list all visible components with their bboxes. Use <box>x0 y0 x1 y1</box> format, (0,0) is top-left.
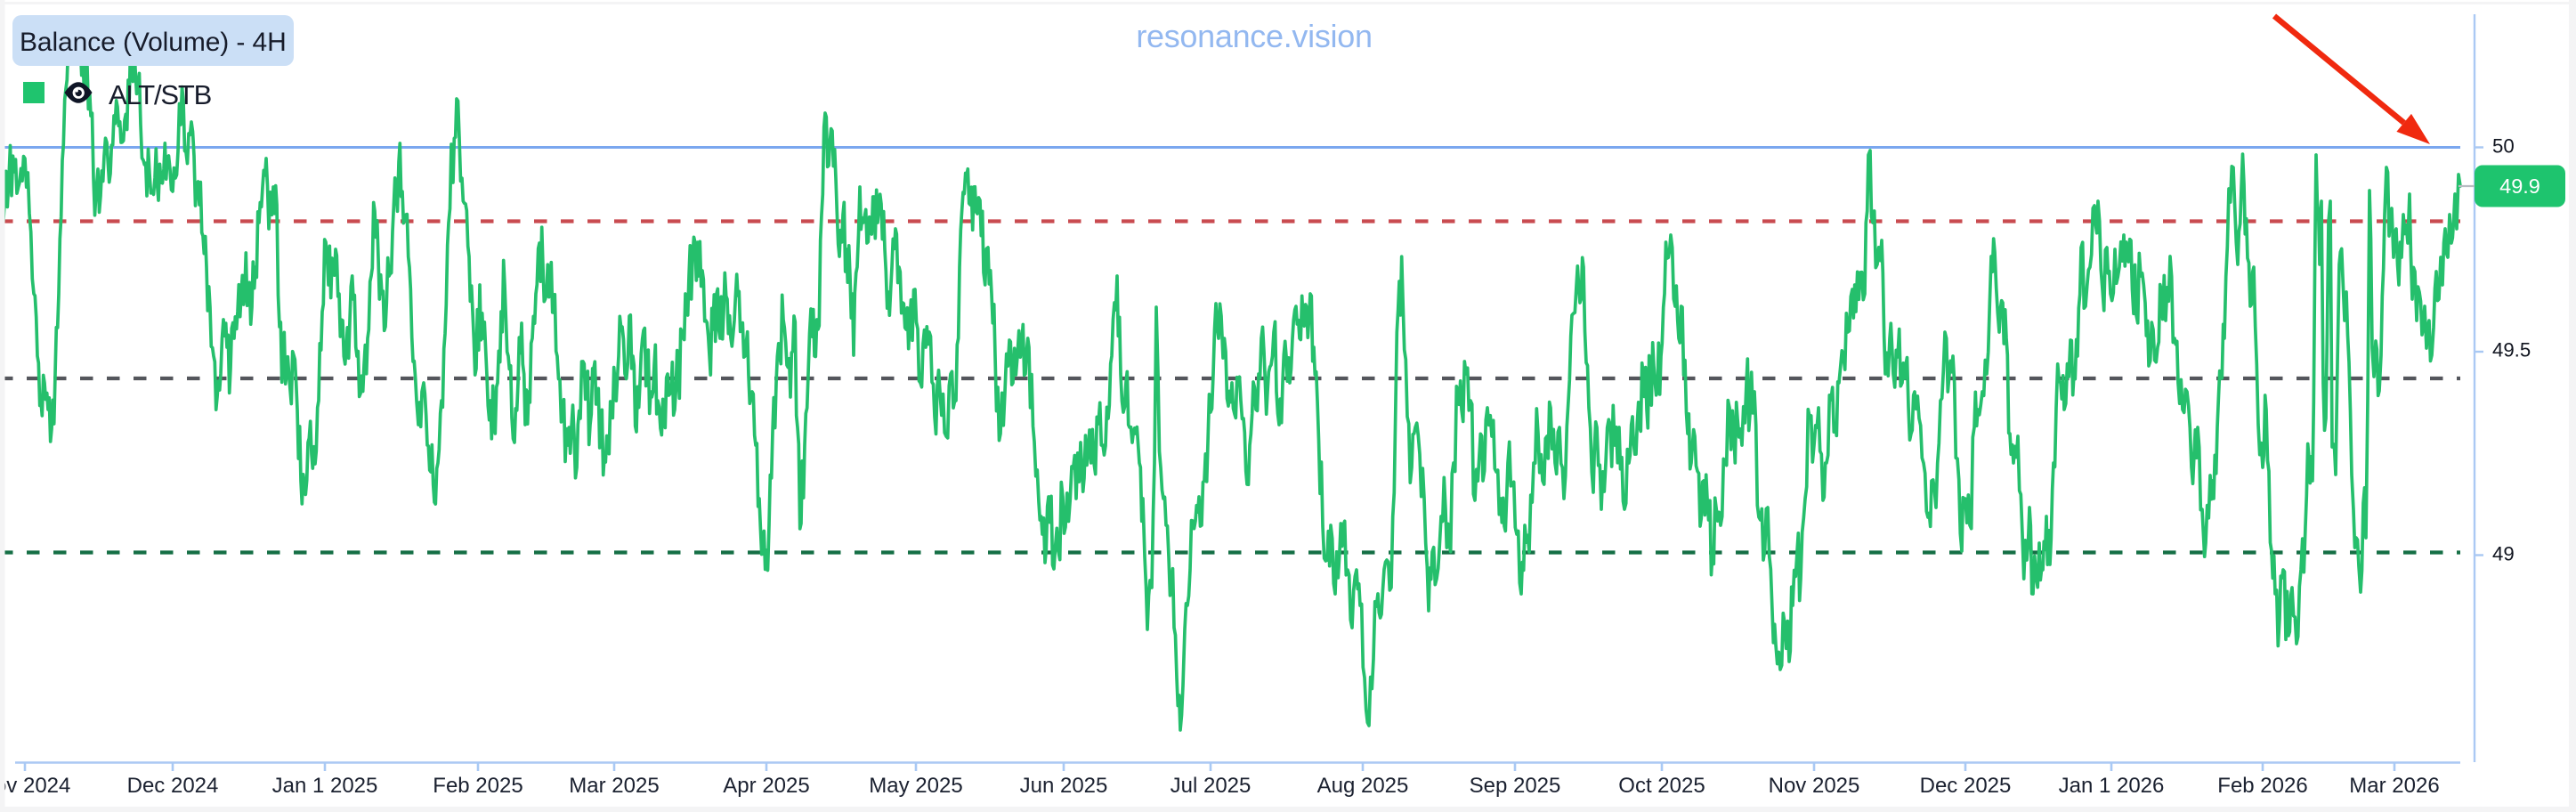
svg-text:Jan 1 2026: Jan 1 2026 <box>2059 774 2165 798</box>
svg-text:resonance.vision: resonance.vision <box>1136 18 1372 54</box>
svg-text:Nov 2024: Nov 2024 <box>0 774 70 798</box>
svg-text:Dec 2024: Dec 2024 <box>127 774 219 798</box>
svg-text:Mar 2026: Mar 2026 <box>2349 774 2439 798</box>
svg-text:49.5: 49.5 <box>2492 339 2531 361</box>
svg-text:49: 49 <box>2492 543 2515 565</box>
svg-text:Jun 2025: Jun 2025 <box>1020 774 1108 798</box>
svg-text:Feb 2026: Feb 2026 <box>2217 774 2307 798</box>
svg-text:Jul 2025: Jul 2025 <box>1171 774 1252 798</box>
svg-text:Aug 2025: Aug 2025 <box>1317 774 1409 798</box>
svg-text:May 2025: May 2025 <box>869 774 962 798</box>
svg-text:Apr 2025: Apr 2025 <box>723 774 809 798</box>
svg-text:ALT/STB: ALT/STB <box>109 79 212 110</box>
svg-text:Dec 2025: Dec 2025 <box>1920 774 2012 798</box>
svg-text:50: 50 <box>2492 135 2515 158</box>
svg-text:Balance (Volume) - 4H: Balance (Volume) - 4H <box>20 28 287 57</box>
svg-text:Mar 2025: Mar 2025 <box>569 774 659 798</box>
svg-text:Jan 1 2025: Jan 1 2025 <box>272 774 378 798</box>
svg-text:Feb 2025: Feb 2025 <box>433 774 522 798</box>
svg-text:Sep 2025: Sep 2025 <box>1470 774 1561 798</box>
svg-text:Nov 2025: Nov 2025 <box>1769 774 1860 798</box>
svg-text:Oct 2025: Oct 2025 <box>1618 774 1705 798</box>
svg-text:49.9: 49.9 <box>2499 175 2540 198</box>
